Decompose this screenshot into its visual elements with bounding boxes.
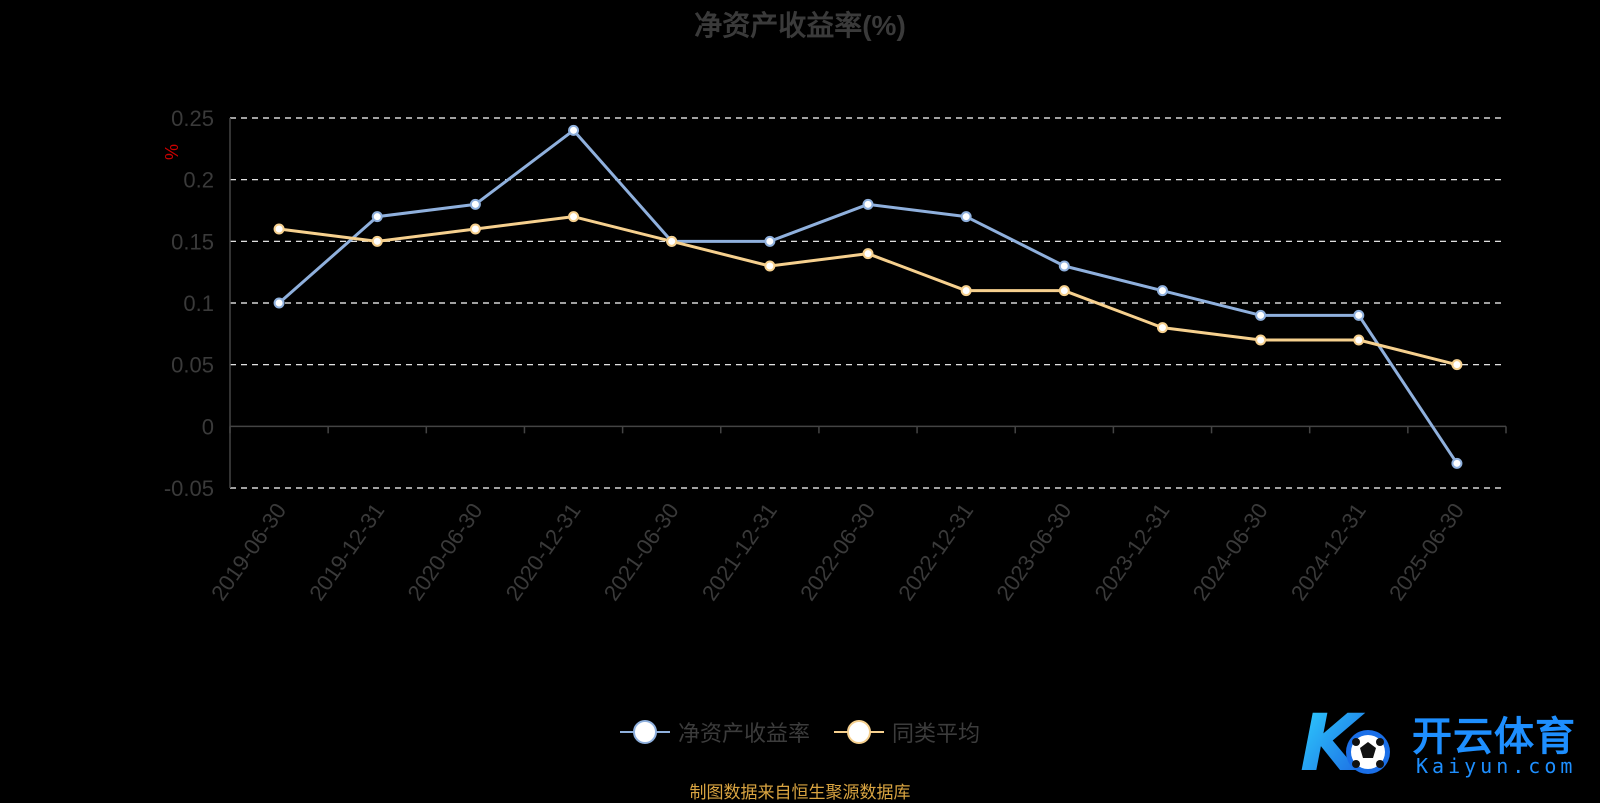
x-tick-label: 2023-06-30: [991, 499, 1076, 606]
data-point-series-1: [960, 211, 972, 223]
legend-label: 净资产收益率: [677, 721, 810, 746]
data-point-series-2: [1156, 322, 1168, 334]
data-point-series-1: [1451, 457, 1463, 469]
data-point-series-2: [666, 235, 678, 247]
data-point-series-1: [862, 198, 874, 210]
legend-item-series-1[interactable]: 净资产收益率: [619, 716, 810, 748]
data-point-series-2: [1255, 334, 1267, 346]
x-tick-label: 2021-06-30: [599, 499, 684, 606]
data-point-series-1: [273, 297, 285, 309]
y-tick-label: 0.15: [171, 229, 214, 254]
x-tick-label: 2022-12-31: [893, 499, 978, 606]
x-tick-label: 2019-06-30: [206, 499, 291, 606]
legend-item-series-2[interactable]: 同类平均: [834, 716, 980, 748]
x-tick-label: 2019-12-31: [304, 499, 389, 606]
legend-label: 同类平均: [892, 721, 981, 746]
data-point-series-2: [1353, 334, 1365, 346]
data-point-series-1: [568, 124, 580, 136]
data-point-series-2: [1058, 285, 1070, 297]
data-point-series-1: [1156, 285, 1168, 297]
data-point-series-2: [764, 260, 776, 272]
y-tick-label: 0.2: [183, 168, 214, 193]
data-point-series-1: [1058, 260, 1070, 272]
y-tick-label: 0.1: [183, 291, 214, 316]
x-tick-label: 2025-06-30: [1384, 499, 1469, 606]
series-line-1: [278, 128, 1459, 465]
x-tick-label: 2023-12-31: [1090, 499, 1175, 606]
data-point-series-1: [764, 235, 776, 247]
data-point-series-2: [273, 223, 285, 235]
data-point-series-2: [960, 285, 972, 297]
legend-marker-icon: [834, 720, 884, 744]
data-point-series-2: [469, 223, 481, 235]
watermark-logo: K 开云体育 Kaiyun.com: [1294, 700, 1584, 790]
y-tick-label: -0.05: [164, 476, 214, 501]
data-point-series-1: [371, 211, 383, 223]
legend-marker-icon: [619, 720, 670, 744]
data-point-series-1: [1353, 309, 1365, 321]
data-point-series-2: [371, 235, 383, 247]
data-point-series-2: [862, 248, 874, 260]
data-source-note: 制图数据来自恒生聚源数据库: [689, 783, 911, 802]
y-tick-label: 0: [202, 414, 214, 439]
x-tick-label: 2020-12-31: [501, 499, 586, 606]
x-tick-label: 2020-06-30: [402, 499, 487, 606]
x-tick-label: 2022-06-30: [795, 499, 880, 606]
x-tick-label: 2021-12-31: [697, 499, 782, 606]
data-point-series-2: [568, 211, 580, 223]
series-line-2: [278, 215, 1458, 367]
y-tick-label: 0.05: [171, 353, 214, 378]
data-point-series-2: [1451, 359, 1463, 371]
x-tick-label: 2024-12-31: [1286, 499, 1371, 606]
chart-legend: 净资产收益率 同类平均: [0, 716, 1600, 748]
data-point-series-1: [1255, 309, 1267, 321]
y-axis-unit-label: %: [162, 144, 182, 160]
watermark-subtext: Kaiyun.com: [1416, 754, 1577, 778]
data-point-series-1: [469, 198, 481, 210]
y-tick-label: 0.25: [171, 106, 214, 131]
x-tick-label: 2024-06-30: [1188, 499, 1273, 606]
chart-title: 净资产收益率(%): [694, 10, 906, 41]
soccer-ball-logo-icon: K: [1300, 700, 1390, 789]
watermark-text: 开云体育: [1412, 714, 1576, 760]
